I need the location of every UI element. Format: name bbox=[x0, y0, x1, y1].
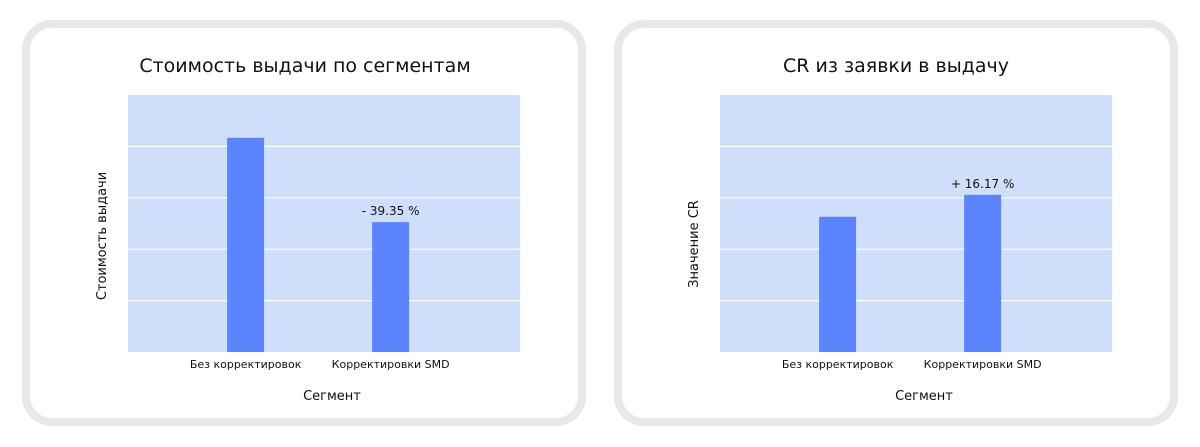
bar bbox=[964, 194, 1002, 352]
bar-data-label: - 39.35 % bbox=[362, 204, 420, 218]
x-tick-label: Корректировки SMD bbox=[924, 358, 1042, 371]
x-axis-label: Сегмент bbox=[303, 389, 361, 404]
x-tick-label: Без корректировок bbox=[782, 358, 894, 371]
bar bbox=[227, 137, 265, 352]
plot-background bbox=[720, 95, 1112, 352]
y-axis-label: Значение CR bbox=[687, 200, 702, 288]
chart-title: CR из заявки в выдачу bbox=[783, 55, 1009, 77]
y-axis-label: Стоимость выдачи bbox=[95, 172, 110, 300]
x-axis-label: Сегмент bbox=[895, 389, 953, 404]
plot-background bbox=[128, 95, 520, 352]
x-tick-label: Без корректировок bbox=[190, 358, 302, 371]
chart-card-cr: CR из заявки в выдачу Значение CR Сегмен… bbox=[614, 20, 1178, 426]
chart-cost: Стоимость выдачи по сегментам Стоимость … bbox=[95, 55, 520, 404]
bar-data-label: + 16.17 % bbox=[951, 177, 1014, 191]
x-tick-label: Корректировки SMD bbox=[332, 358, 450, 371]
chart-cr: CR из заявки в выдачу Значение CR Сегмен… bbox=[687, 55, 1112, 404]
chart-card-cost: Стоимость выдачи по сегментам Стоимость … bbox=[22, 20, 586, 426]
bar bbox=[372, 222, 410, 352]
chart-title: Стоимость выдачи по сегментам bbox=[139, 55, 470, 77]
bar bbox=[819, 216, 857, 352]
